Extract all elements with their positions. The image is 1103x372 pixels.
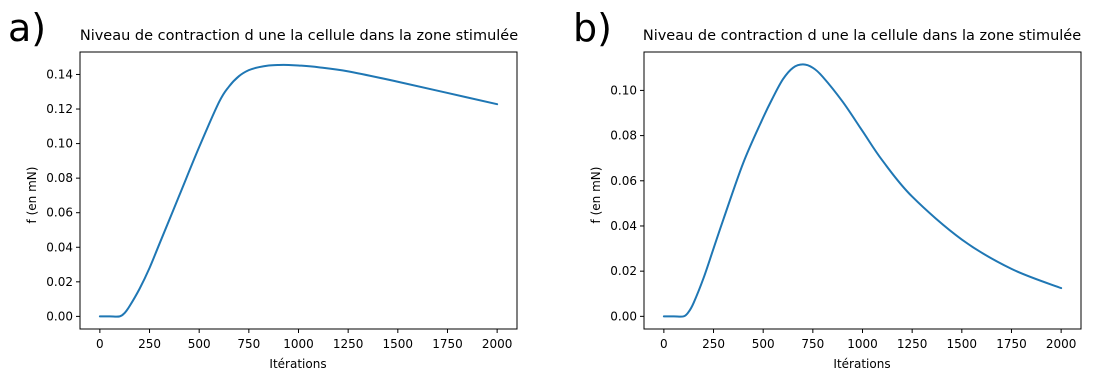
y-tick-label-a: 0.04 [46,240,73,254]
y-axis-label-b: f (en mN) [589,167,603,224]
x-tick-label-b: 250 [702,337,725,351]
x-axis-ticks-a: 0 250 500 750 1000 1250 1500 1750 2000 [96,329,512,351]
y-tick-label-a: 0.10 [46,137,73,151]
x-axis-label-b: Itérations [833,357,890,371]
y-tick-label-a: 0.08 [46,171,73,185]
x-tick-label-a: 2000 [482,337,513,351]
panel-label-b: b) [573,6,612,50]
panel-label-a: a) [8,6,46,50]
x-tick-label-a: 250 [138,337,161,351]
x-tick-label-b: 1500 [947,337,978,351]
y-tick-label-b: 0.08 [610,129,637,143]
x-tick-label-b: 0 [660,337,668,351]
x-tick-label-b: 750 [801,337,824,351]
chart-panel-b: b) Niveau de contraction d une la cellul… [573,6,1082,371]
y-tick-label-a: 0.02 [46,275,73,289]
x-tick-label-a: 1750 [432,337,463,351]
y-tick-label-a: 0.14 [46,67,73,81]
y-tick-label-a: 0.12 [46,102,73,116]
x-tick-label-b: 1750 [996,337,1027,351]
y-tick-label-a: 0.00 [46,309,73,323]
data-line-a [98,63,499,318]
chart-title-b: Niveau de contraction d une la cellule d… [643,28,1081,44]
chart-title-a: Niveau de contraction d une la cellule d… [80,28,518,44]
x-tick-label-a: 1500 [383,337,414,351]
y-axis-label-a: f (en mN) [25,167,39,224]
x-tick-label-a: 1250 [333,337,364,351]
chart-panel-a: a) Niveau de contraction d une la cellul… [8,6,518,371]
x-tick-label-a: 500 [188,337,211,351]
x-axis-label-a: Itérations [269,357,326,371]
x-tick-label-b: 2000 [1046,337,1077,351]
y-tick-label-b: 0.02 [610,264,637,278]
x-tick-label-a: 750 [237,337,260,351]
data-line-b [662,63,1063,318]
y-axis-ticks-b: 0.00 0.02 0.04 0.06 0.08 0.10 [610,83,644,323]
y-axis-ticks-a: 0.00 0.02 0.04 0.06 0.08 0.10 0.12 0.14 [46,67,80,323]
plot-frame-a [79,51,518,330]
plot-frame-b [643,51,1082,330]
x-tick-label-a: 0 [96,337,104,351]
x-tick-label-b: 500 [752,337,775,351]
x-tick-label-b: 1000 [847,337,878,351]
x-tick-label-a: 1000 [283,337,314,351]
y-tick-label-a: 0.06 [46,206,73,220]
y-tick-label-b: 0.00 [610,309,637,323]
y-tick-label-b: 0.10 [610,83,637,97]
x-tick-label-b: 1250 [897,337,928,351]
y-tick-label-b: 0.06 [610,174,637,188]
y-tick-label-b: 0.04 [610,219,637,233]
x-axis-ticks-b: 0 250 500 750 1000 1250 1500 1750 2000 [660,329,1076,351]
